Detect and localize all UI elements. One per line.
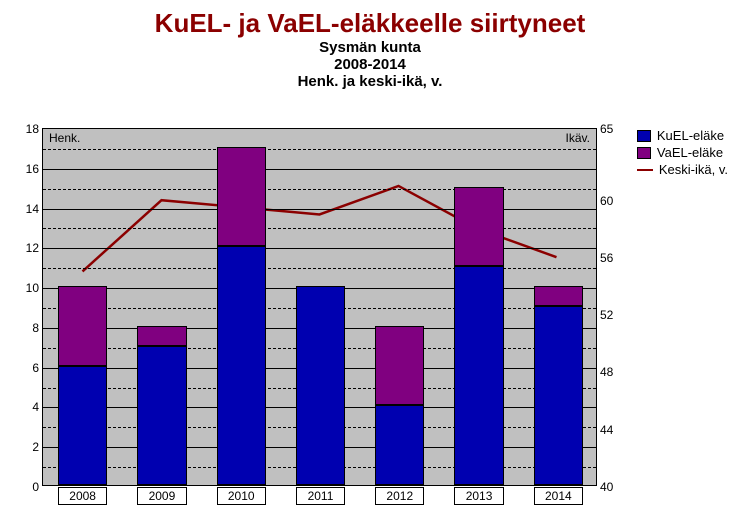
x-category-label: 2013 xyxy=(454,487,503,505)
bar-kuel xyxy=(375,405,424,485)
bar-vael xyxy=(217,147,266,246)
legend-item-kuel: KuEL-eläke xyxy=(637,128,728,143)
left-tick-label: 2 xyxy=(13,440,39,454)
chart-subtitle-1: Sysmän kunta xyxy=(0,39,740,56)
right-tick-label: 44 xyxy=(600,423,624,437)
bar-group xyxy=(137,129,186,485)
x-category-label: 2010 xyxy=(217,487,266,505)
bar-vael xyxy=(137,326,186,346)
bar-group xyxy=(534,129,583,485)
bar-group xyxy=(217,129,266,485)
left-tick-label: 8 xyxy=(13,321,39,335)
bar-kuel xyxy=(58,366,107,485)
x-category-label: 2012 xyxy=(375,487,424,505)
right-tick-label: 48 xyxy=(600,365,624,379)
bar-kuel xyxy=(296,286,345,485)
chart-title: KuEL- ja VaEL-eläkkeelle siirtyneet xyxy=(0,8,740,39)
left-tick-label: 16 xyxy=(13,162,39,176)
bar-kuel xyxy=(534,306,583,485)
bar-kuel xyxy=(217,246,266,485)
bar-group xyxy=(454,129,503,485)
bar-vael xyxy=(375,326,424,406)
bar-group xyxy=(58,129,107,485)
legend-swatch-keski xyxy=(637,169,653,171)
legend: KuEL-eläke VaEL-eläke Keski-ikä, v. xyxy=(637,128,728,179)
left-tick-label: 14 xyxy=(13,202,39,216)
bar-vael xyxy=(534,286,583,306)
legend-item-keski: Keski-ikä, v. xyxy=(637,162,728,177)
bar-kuel xyxy=(137,346,186,485)
x-category-label: 2011 xyxy=(296,487,345,505)
left-tick-label: 6 xyxy=(13,361,39,375)
x-category-label: 2014 xyxy=(534,487,583,505)
chart-subtitle-2: 2008-2014 xyxy=(0,56,740,73)
bar-group xyxy=(296,129,345,485)
right-tick-label: 56 xyxy=(600,251,624,265)
legend-item-vael: VaEL-eläke xyxy=(637,145,728,160)
right-tick-label: 60 xyxy=(600,194,624,208)
legend-label-keski: Keski-ikä, v. xyxy=(659,162,728,177)
left-tick-label: 0 xyxy=(13,480,39,494)
right-tick-label: 65 xyxy=(600,122,624,136)
legend-label-vael: VaEL-eläke xyxy=(657,145,723,160)
bar-vael xyxy=(454,187,503,267)
legend-label-kuel: KuEL-eläke xyxy=(657,128,724,143)
left-tick-label: 10 xyxy=(13,281,39,295)
plot-area: Henk. Ikäv. 0246810121416184044485256606… xyxy=(42,128,597,486)
chart-subtitle-3: Henk. ja keski-ikä, v. xyxy=(0,73,740,90)
left-tick-label: 18 xyxy=(13,122,39,136)
chart-area: Henk. Ikäv. 0246810121416184044485256606… xyxy=(42,128,597,508)
x-category-label: 2008 xyxy=(58,487,107,505)
legend-swatch-kuel xyxy=(637,130,651,142)
bar-kuel xyxy=(454,266,503,485)
left-tick-label: 4 xyxy=(13,400,39,414)
x-category-label: 2009 xyxy=(137,487,186,505)
bar-vael xyxy=(58,286,107,366)
legend-swatch-vael xyxy=(637,147,651,159)
left-tick-label: 12 xyxy=(13,241,39,255)
right-tick-label: 40 xyxy=(600,480,624,494)
right-tick-label: 52 xyxy=(600,308,624,322)
bar-group xyxy=(375,129,424,485)
